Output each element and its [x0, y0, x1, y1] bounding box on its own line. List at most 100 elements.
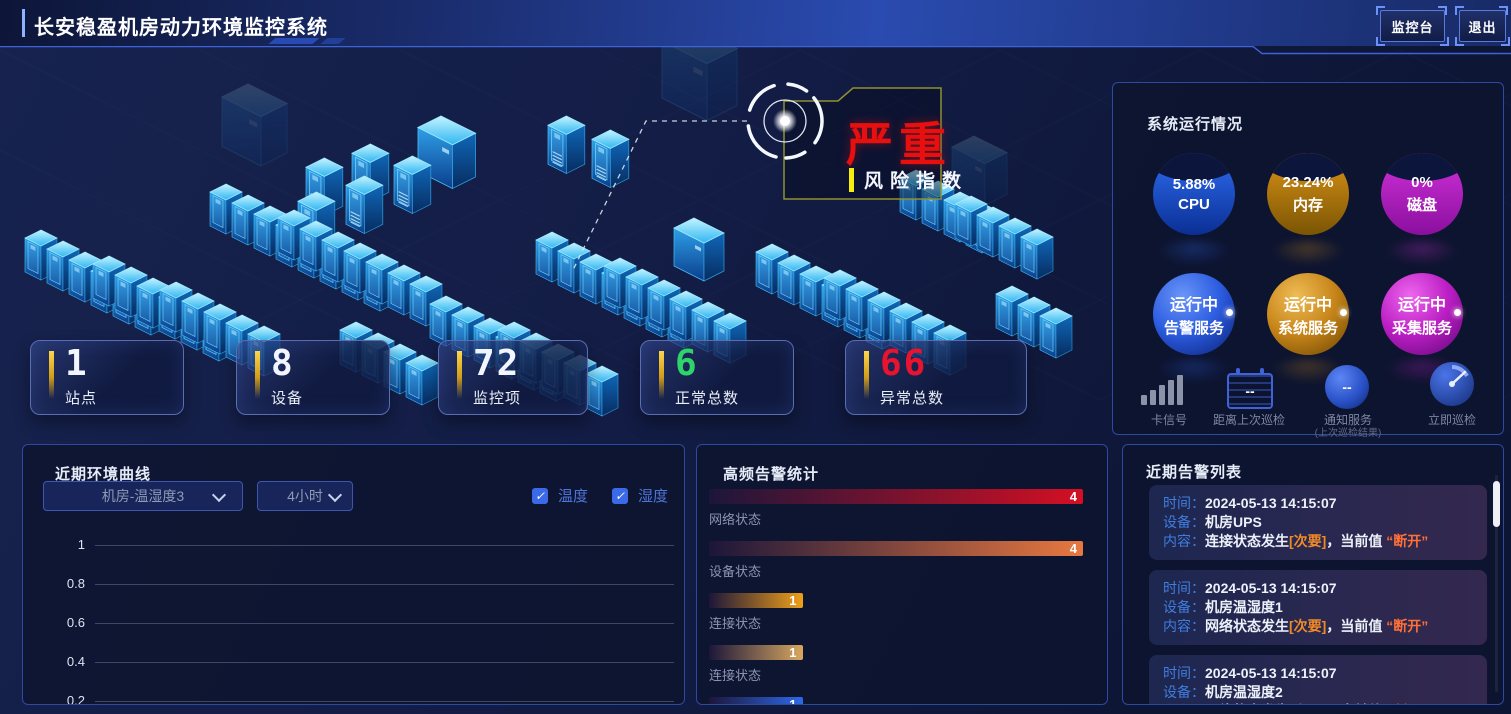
stat-card: 66 异常总数	[845, 340, 1027, 415]
stat-accent-bar	[49, 351, 54, 399]
service-orb: 运行中 告警服务	[1153, 273, 1235, 355]
stat-accent-bar	[255, 351, 260, 399]
alarm-stats-panel: 高频告警统计 4 网络状态 4 设备状态 1 连接状态 1 连接状态 1网络状态	[696, 444, 1108, 705]
service-status: 运行中	[1169, 296, 1218, 314]
service-reflection	[1157, 359, 1231, 383]
alarm-content-label: 内容：	[1163, 618, 1205, 634]
alarm-severity: [次要]	[1289, 533, 1327, 549]
notify-label: 通知服务	[1323, 413, 1372, 427]
gauge-orb: 0% 磁盘	[1381, 153, 1463, 235]
gauge-orb: 5.88% CPU	[1153, 153, 1235, 235]
stat-value: 66	[880, 343, 928, 384]
notify-sublabel: (上次巡检结果)	[1314, 428, 1382, 439]
chevron-down-icon	[211, 487, 227, 503]
device-select-value: 机房-温湿度3	[101, 488, 185, 504]
gridline	[95, 701, 674, 702]
alarm-bar: 4	[709, 489, 1083, 504]
bar-value: 1	[789, 645, 797, 660]
bar-category-label: 连接状态	[709, 616, 762, 631]
range-select-value: 4小时	[287, 488, 323, 504]
alarm-content-label: 内容：	[1163, 703, 1205, 704]
alarm-list-item[interactable]: 时间：2024-05-13 14:15:07 设备：机房UPS 内容：连接状态发生[…	[1149, 485, 1487, 560]
stat-card: 1 站点	[30, 340, 184, 415]
alarm-current-value: “断开”	[1386, 618, 1429, 634]
stat-accent-bar	[659, 351, 664, 399]
alarm-severity: [次要]	[1289, 618, 1327, 634]
y-axis-tick-label: 1	[77, 537, 85, 552]
chevron-down-icon	[327, 487, 343, 503]
device-select[interactable]: 机房-温湿度3	[43, 481, 243, 511]
alarm-device-label: 设备：	[1163, 684, 1205, 700]
app-header: 长安稳盈机房动力环境监控系统 监控台 退出	[0, 0, 1511, 46]
alarm-content-text: 连接状态发生	[1205, 533, 1289, 549]
gauge-value: 5.88%	[1172, 175, 1216, 193]
alarm-content-row: 内容：网络状态发生[次要]，当前值 “断开”	[1163, 617, 1473, 636]
signal-bars-icon	[1141, 375, 1183, 405]
alarm-content-text: ，当前值	[1326, 618, 1387, 634]
gauge-label: CPU	[1178, 195, 1210, 213]
gauge-label: 磁盘	[1406, 196, 1437, 214]
alarm-device-label: 设备：	[1163, 599, 1205, 615]
stat-value: 8	[271, 343, 295, 384]
gauge-label: 内存	[1292, 196, 1323, 214]
alarm-list: 时间：2024-05-13 14:15:07 设备：机房UPS 内容：连接状态发生[…	[1149, 485, 1487, 704]
scrollbar-thumb[interactable]	[1493, 481, 1500, 527]
stat-label: 设备	[271, 390, 304, 407]
risk-connector-line	[572, 120, 747, 271]
alarm-content-label: 内容：	[1163, 533, 1205, 549]
gridline	[95, 662, 674, 663]
alarm-time-label: 时间：	[1163, 665, 1205, 681]
alarm-device-value: 机房温湿度2	[1205, 684, 1283, 700]
legend-checkbox-humidity[interactable]: ✓ 湿度	[612, 485, 668, 506]
stat-label: 监控项	[473, 390, 522, 407]
stat-accent-bar	[864, 351, 869, 399]
monitor-console-button[interactable]: 监控台	[1376, 10, 1449, 46]
range-select[interactable]: 4小时	[257, 481, 353, 511]
service-label: 采集服务	[1391, 319, 1452, 337]
env-curves-panel: 近期环境曲线 机房-温湿度3 4小时 ✓ 温度 ✓ 湿度 1 0.8 0.6 0.4 0.2	[22, 444, 685, 705]
alarm-bar: 4	[709, 541, 1083, 556]
stat-value: 72	[473, 343, 521, 384]
legend-checkbox-temperature[interactable]: ✓ 温度	[532, 485, 588, 506]
alarm-time-row: 时间：2024-05-13 14:15:07	[1163, 664, 1473, 683]
env-panel-title: 近期环境曲线	[55, 466, 152, 483]
exit-button[interactable]: 退出	[1455, 10, 1510, 46]
service-orb: 运行中 采集服务	[1381, 273, 1463, 355]
alarm-content-row: 内容：网络状态发生[次要]，当前值 “断开”	[1163, 702, 1473, 704]
service-orb: 运行中 系统服务	[1267, 273, 1349, 355]
service-status: 运行中	[1397, 296, 1446, 314]
checkbox-icon: ✓	[612, 487, 628, 504]
gauge-value: 0%	[1411, 173, 1433, 191]
alarm-content-text: 网络状态发生	[1205, 618, 1289, 634]
alarm-device-value: 机房UPS	[1205, 514, 1262, 530]
bar-row: 1 连接状态	[709, 645, 1083, 684]
console-button-frame: 监控台	[1376, 6, 1449, 46]
system-panel-title: 系统运行情况	[1147, 116, 1244, 133]
bar-category-label: 设备状态	[709, 564, 762, 579]
gauge-dial-icon[interactable]	[1429, 361, 1475, 407]
stat-label: 正常总数	[675, 390, 740, 407]
gridline	[95, 545, 674, 546]
calendar-icon[interactable]: --	[1227, 368, 1273, 409]
stat-card: 6 正常总数	[640, 340, 794, 415]
exit-button-frame: 退出	[1455, 6, 1510, 46]
bar-row: 4 网络状态	[709, 489, 1083, 528]
alarm-time-row: 时间：2024-05-13 14:15:07	[1163, 494, 1473, 513]
alarm-content-text: 网络状态发生	[1205, 703, 1289, 704]
bar-row: 1 连接状态	[709, 593, 1083, 632]
y-axis-tick-label: 0.6	[66, 615, 85, 630]
alarm-content-text: ，当前值	[1326, 533, 1387, 549]
gauge-reflection	[1157, 241, 1231, 265]
inspection-value: --	[1245, 383, 1255, 399]
checkbox-icon: ✓	[532, 487, 548, 504]
alarm-current-value: “断开”	[1386, 533, 1429, 549]
title-accent-bar	[22, 9, 25, 37]
alarm-severity: [次要]	[1289, 703, 1326, 704]
notification-sphere-icon[interactable]: --	[1325, 365, 1369, 409]
page-title: 长安稳盈机房动力环境监控系统	[34, 17, 328, 39]
stat-label: 异常总数	[880, 390, 945, 407]
legend-label: 湿度	[638, 488, 669, 505]
alarm-current-value: “断开”	[1386, 703, 1428, 704]
alarm-list-item[interactable]: 时间：2024-05-13 14:15:07 设备：机房温湿度1 内容：网络状态发生…	[1149, 570, 1487, 645]
